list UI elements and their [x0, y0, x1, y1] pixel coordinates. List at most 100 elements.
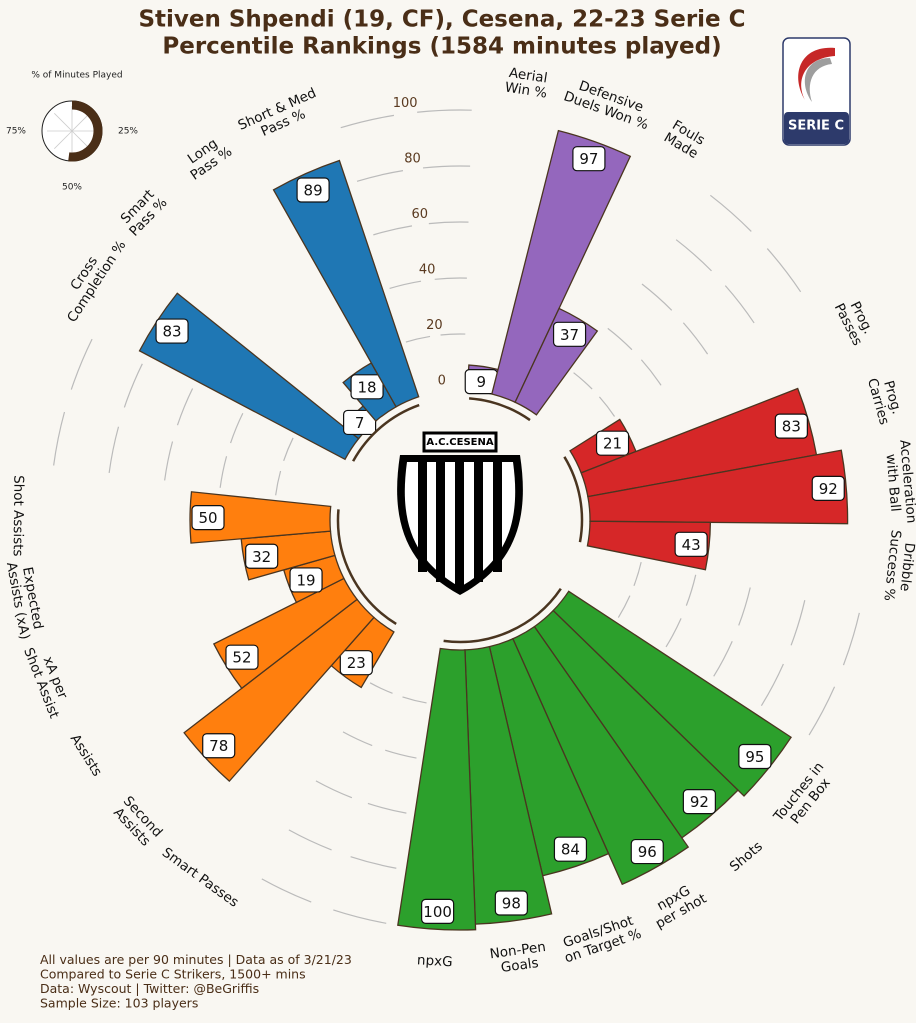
- bar: [189, 491, 332, 544]
- grid-arc: [261, 878, 312, 903]
- value-box: [494, 890, 528, 916]
- footer-line: Compared to Serie C Strikers, 1500+ mins: [40, 967, 306, 982]
- grid-arc: [405, 335, 431, 343]
- gauge-tick-label: 50%: [62, 183, 82, 193]
- grid-arc: [709, 194, 752, 232]
- grid-arc: [389, 280, 422, 290]
- grid-arc: [573, 372, 593, 390]
- club-logo-text: A.C.CESENA: [426, 437, 493, 448]
- category-label: DefensiveDuels Won %: [561, 74, 655, 133]
- grid-arc: [108, 426, 120, 474]
- grid-arc: [842, 612, 860, 666]
- category-label: Shot Assists: [10, 475, 27, 557]
- grid-arc: [417, 109, 472, 113]
- value-box: [350, 374, 384, 400]
- value-box: [296, 177, 330, 203]
- value-box: [421, 898, 455, 924]
- value-label: 7: [355, 414, 365, 432]
- gauge-spoke: [71, 113, 90, 132]
- bar: [272, 159, 420, 408]
- value-label: 98: [502, 894, 521, 912]
- group-arc: [336, 509, 397, 626]
- grid-arc: [641, 283, 673, 311]
- category-line: Success %: [880, 529, 903, 602]
- grid-arc: [229, 412, 244, 444]
- grid-arc: [340, 114, 395, 129]
- category-label: AerialWin %: [504, 65, 551, 102]
- grid-arc: [333, 909, 387, 924]
- value-box: [682, 789, 716, 815]
- value-label: 52: [232, 649, 251, 667]
- grid-arc: [123, 363, 143, 408]
- category-line: Win %: [504, 79, 549, 101]
- category-label: CrossCompletion %: [52, 229, 130, 325]
- category-label: Smart Passes: [159, 845, 241, 911]
- value-box: [774, 413, 808, 439]
- gauge-arc: [68, 100, 103, 162]
- grid-arc: [373, 225, 413, 236]
- value-label: 84: [561, 841, 580, 859]
- bar: [491, 129, 632, 404]
- grid-arc: [350, 856, 397, 869]
- value-label: 95: [745, 748, 764, 766]
- grid-arc: [283, 437, 294, 462]
- grid-arc: [385, 749, 417, 759]
- category-label: Assists: [67, 732, 105, 780]
- category-line: Goals: [500, 955, 540, 976]
- value-box: [191, 505, 225, 531]
- grid-arc: [434, 277, 467, 280]
- value-box: [630, 838, 664, 865]
- category-line: with Ball: [882, 453, 903, 512]
- group-arc: [563, 456, 584, 543]
- grid-arc: [790, 600, 806, 646]
- gauge-tick-label: 75%: [6, 127, 26, 137]
- category-label: DribbleSuccess %: [880, 529, 916, 603]
- category-label: Short & MedPass %: [236, 85, 325, 147]
- club-logo: A.C.CESENA: [397, 431, 523, 595]
- value-box: [674, 531, 708, 557]
- category-line: npxG: [417, 952, 453, 970]
- value-label: 50: [198, 509, 217, 527]
- value-box: [202, 733, 236, 759]
- value-label: 21: [603, 435, 622, 453]
- grid-arc: [164, 441, 174, 481]
- footer-line: Sample Size: 103 players: [40, 996, 198, 1011]
- value-label: 83: [163, 323, 182, 341]
- grid-arc: [766, 248, 802, 293]
- grid-arc: [760, 663, 784, 706]
- grid-arc: [685, 574, 697, 606]
- value-box: [811, 475, 845, 501]
- category-label: npxGper shot: [645, 878, 709, 932]
- value-box: [595, 430, 630, 456]
- chart-title: Percentile Rankings (1584 minutes played…: [162, 34, 721, 60]
- grid-arc: [633, 561, 642, 587]
- category-label: xA perShot Assist: [20, 640, 76, 721]
- value-label: 37: [560, 326, 579, 344]
- value-label: 97: [579, 150, 598, 168]
- value-label: 9: [476, 373, 486, 391]
- grid-arc: [369, 682, 393, 694]
- grid-arc: [607, 327, 633, 351]
- grid-arc: [219, 456, 228, 488]
- grid-arc: [808, 686, 836, 736]
- category-label: Prog.Carries: [864, 372, 907, 426]
- category-label: SmartPass %: [116, 184, 171, 239]
- grid-arc: [342, 731, 373, 747]
- value-label: 18: [358, 378, 377, 396]
- grid-arc: [402, 696, 427, 704]
- category-label: Non-PenGoals: [489, 939, 549, 977]
- grid-arc: [422, 165, 471, 169]
- grid-arc: [682, 322, 709, 355]
- value-box: [553, 836, 588, 862]
- value-box: [552, 321, 587, 347]
- category-line: Shots: [727, 838, 766, 875]
- grid-arc: [53, 411, 66, 466]
- value-label: 78: [209, 737, 228, 755]
- grid-arc: [440, 333, 466, 336]
- chart-title: Stiven Shpendi (19, CF), Cesena, 22-23 S…: [138, 7, 745, 33]
- value-label: 83: [782, 418, 801, 436]
- grid-arc: [367, 802, 407, 814]
- grid-arc: [315, 780, 353, 799]
- gauge-title: % of Minutes Played: [31, 71, 122, 81]
- league-logo-text: SERIE C: [788, 119, 844, 134]
